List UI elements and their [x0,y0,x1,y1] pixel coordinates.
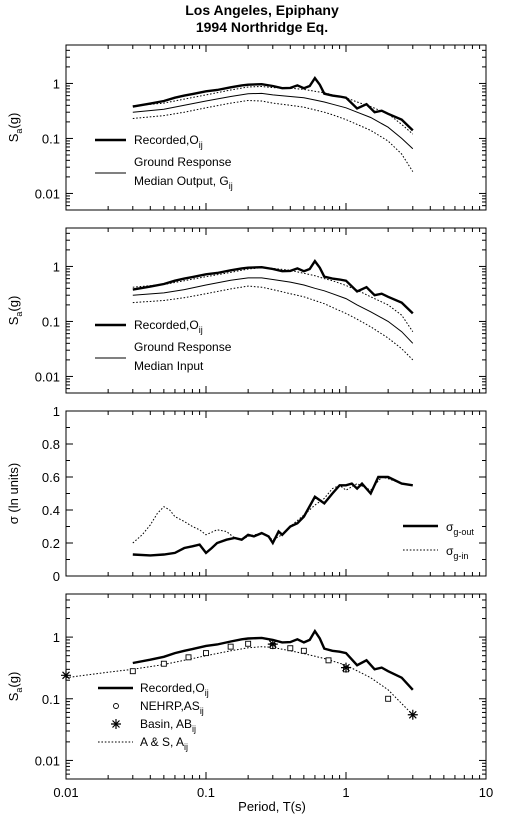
series-line-1 [132,475,413,557]
legend-label: Ground Response [134,340,232,354]
series-line-1 [132,259,414,315]
plot-frame [65,44,487,211]
legend-label: Recorded,Oij [134,133,203,150]
legend-label: NEHRP,ASij [140,699,204,716]
legend-label: Median Input [134,359,204,373]
y-tick-label: 1 [53,259,60,274]
y-tick-label: 0.6 [42,470,60,485]
plot-frame [65,227,487,394]
legend-label: A & S, Aij [140,735,188,752]
series-line-4 [132,285,414,361]
y-tick-label: 0.1 [42,314,60,329]
plot-frame [65,593,487,780]
series-line-3 [132,85,414,135]
y-tick-label: 0.1 [42,692,60,707]
legend-label: Median Output, Gij [134,174,233,191]
data-point-square [129,668,136,675]
x-tick-label: 1 [342,785,349,800]
y-tick-label: 1 [53,630,60,645]
chart-title-line1: Los Angeles, Epiphany [185,2,339,18]
chart-panel-2: 0.01 0.1 1 Sa(g) Recorded,Oij Ground Response… [6,227,487,394]
series-line-2 [132,92,414,150]
legend-label: Basin, ABij [140,717,196,734]
data-point-square [325,657,332,664]
y-tick-label: 0.01 [35,186,60,201]
y-axis-label: Sa(g) [6,672,24,702]
data-point-square [160,660,167,667]
y-tick-label: 0.1 [42,131,60,146]
data-point-star [341,662,351,673]
chart-panel-3: 0 0.2 0.4 0.6 0.8 1 σ (ln units) σg-out σg-in [6,404,487,584]
y-tick-label: 0.01 [35,753,60,768]
y-axis-label: Sa(g) [6,113,24,143]
legend-label: Ground Response [134,155,232,169]
data-point-square [300,647,307,654]
y-tick-label: 1 [53,404,60,419]
chart-panel-1: 0.01 0.1 1 Sa(g) Recorded,Oij Ground Response… [6,44,487,211]
legend-label: Recorded,Oij [140,681,209,698]
y-axis-label: Sa(g) [6,296,24,326]
legend-label: Recorded,Oij [134,318,203,335]
series-line-2 [132,277,414,344]
data-point-star [61,670,71,681]
y-tick-label: 0.4 [42,503,60,518]
data-point-square [185,654,192,661]
data-point-star [407,709,418,720]
plot-frame [65,410,487,577]
y-tick-label: 0.01 [35,369,60,384]
data-point-square [385,695,392,702]
series-line-2 [65,646,414,716]
chart-panel-4: 0.01 0.1 1 10 0.01 0.1 1 Sa(g) Recorded,OijNEHRP… [6,593,493,800]
series-line-1 [132,628,414,691]
legend-label: σg-in [446,544,468,561]
x-tick-label: 10 [479,785,493,800]
x-axis-label: Period, T(s) [238,799,306,814]
y-tick-label: 1 [53,76,60,91]
data-point-square [245,640,252,647]
x-tick-label: 0.1 [197,785,215,800]
chart-title-line2: 1994 Northridge Eq. [196,19,328,35]
data-point-square [203,650,209,657]
y-axis-label: σ (ln units) [6,463,21,524]
legend-label: σg-out [446,520,474,537]
legend-swatch-star [111,719,121,729]
data-point-star [267,639,278,650]
series-line-1 [132,76,414,132]
data-point-square [227,643,234,650]
data-point-square [287,645,294,652]
legend-swatch-circle [113,703,119,709]
series-line-2 [132,476,413,544]
x-tick-label: 0.01 [53,785,78,800]
y-tick-label: 0.2 [42,536,60,551]
y-tick-label: 0.8 [42,437,60,452]
y-tick-label: 0 [53,569,60,584]
